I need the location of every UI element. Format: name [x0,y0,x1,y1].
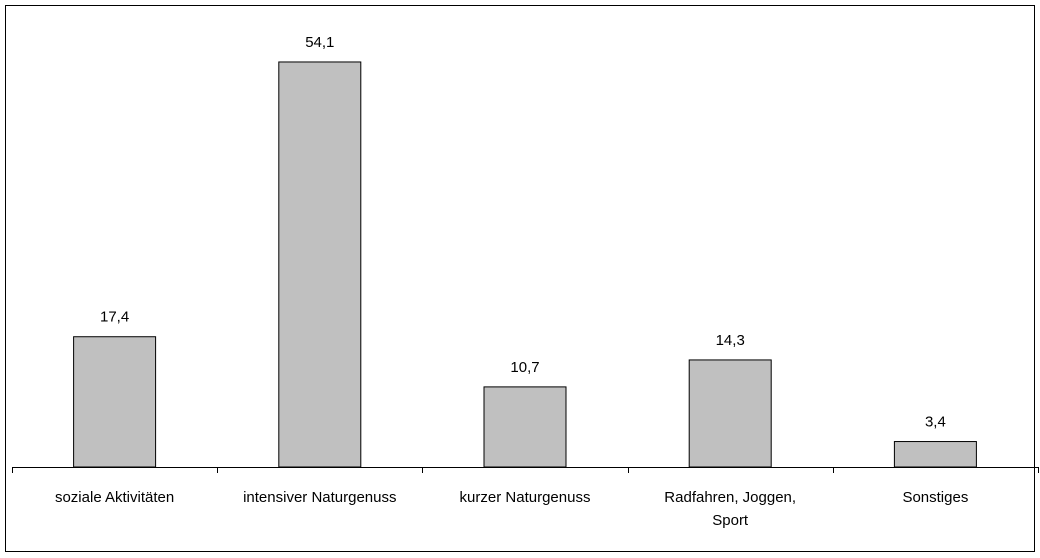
value-label: 14,3 [716,332,745,349]
bar [483,386,567,468]
value-label: 3,4 [925,414,946,431]
bar [893,441,977,468]
bar [278,61,362,468]
value-label: 10,7 [510,359,539,376]
bar [688,359,772,468]
value-label: 17,4 [100,309,129,326]
chart-border [5,5,1035,552]
x-tick-label: Sonstiges [902,489,969,506]
value-label: 54,1 [305,34,334,51]
x-tick-label: soziale Aktivitäten [54,489,175,506]
x-tick-label: Radfahren, Joggen, Sport [664,489,797,529]
x-tick-label: kurzer Naturgenuss [459,489,591,506]
x-tick-label: intensiver Naturgenuss [243,489,397,506]
bar [73,336,157,468]
